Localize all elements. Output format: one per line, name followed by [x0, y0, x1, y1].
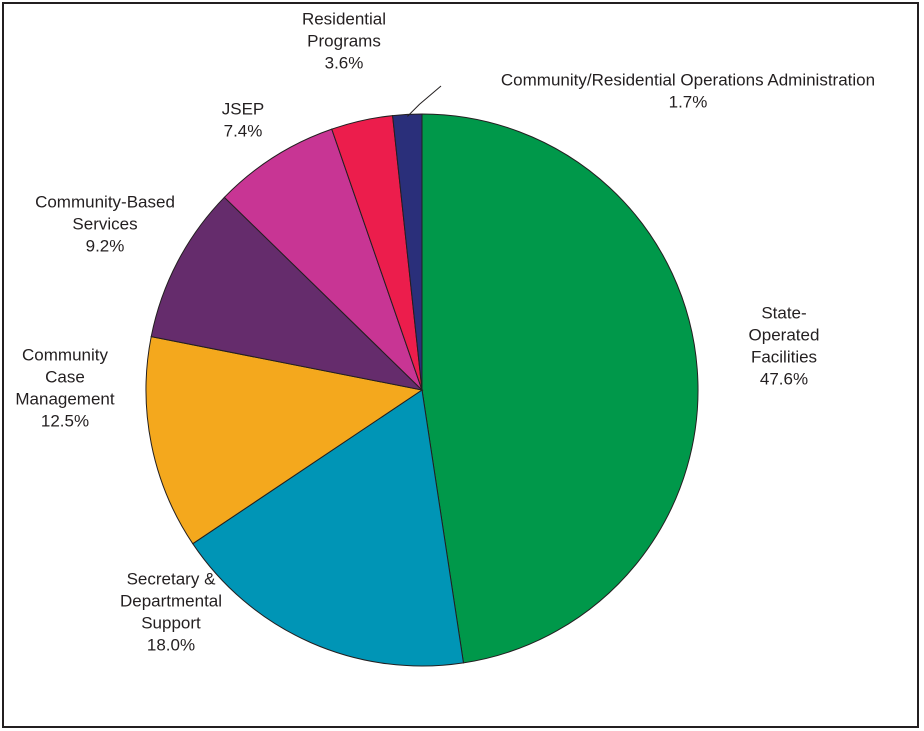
slice-label-6: Community/Residential Operations Adminis…	[501, 70, 875, 111]
slice-label-0: State- Operated Facilities 47.6%	[749, 303, 820, 388]
slice-value-label-5: 3.6%	[325, 53, 364, 72]
slice-name-line-1-1: Departmental	[120, 591, 222, 610]
slice-name-line-4-0: JSEP	[222, 99, 265, 118]
slice-value-label-2: 12.5%	[41, 411, 89, 430]
pie-slice-2	[145, 335, 424, 545]
slice-value-label-4: 7.4%	[224, 121, 263, 140]
slice-name-line-3-0: Community-Based	[35, 192, 175, 211]
pie-slice-3	[150, 196, 424, 391]
slice-name-line-0-0: State-	[761, 303, 806, 322]
slice-name-line-0-1: Operated	[749, 325, 820, 344]
slice-value-label-3: 9.2%	[86, 236, 125, 255]
slice-name-line-6-0: Community/Residential Operations Adminis…	[501, 70, 875, 89]
pie-slice-0	[421, 113, 699, 664]
pie-slice-4	[223, 128, 423, 391]
slice-name-line-5-1: Residential	[302, 9, 386, 28]
slice-label-2: Community Case Management 12.5%	[15, 345, 115, 430]
pie-slice-6	[392, 113, 423, 391]
slice-name-line-1-0: Secretary &	[127, 569, 216, 588]
slice-label-4: JSEP 7.4%	[222, 99, 265, 140]
pie-slice-1	[192, 389, 465, 667]
slice-label-5: Private Residential Programs 3.6%	[302, 4, 386, 72]
slice-value-label-6: 1.7%	[669, 92, 708, 111]
slice-name-line-5-2: Programs	[307, 31, 381, 50]
pie-chart: State- Operated Facilities 47.6% Secretary &…	[15, 4, 875, 667]
slice-name-line-2-0: Community	[22, 345, 108, 364]
slice-name-line-5-0: Private	[318, 4, 371, 6]
slice-value-label-0: 47.6%	[760, 369, 808, 388]
slice-name-line-3-1: Services	[72, 214, 137, 233]
slice-name-line-2-2: Management	[15, 389, 115, 408]
slice-label-3: Community-Based Services 9.2%	[35, 192, 175, 255]
slice-value-label-1: 18.0%	[147, 635, 195, 654]
slice-name-line-1-2: Support	[141, 613, 201, 632]
slice-name-line-0-2: Facilities	[751, 347, 817, 366]
slice-label-1: Secretary & Departmental Support 18.0%	[120, 569, 222, 654]
slice-name-line-2-1: Case	[45, 367, 85, 386]
leader-line-slice-6	[407, 85, 442, 117]
